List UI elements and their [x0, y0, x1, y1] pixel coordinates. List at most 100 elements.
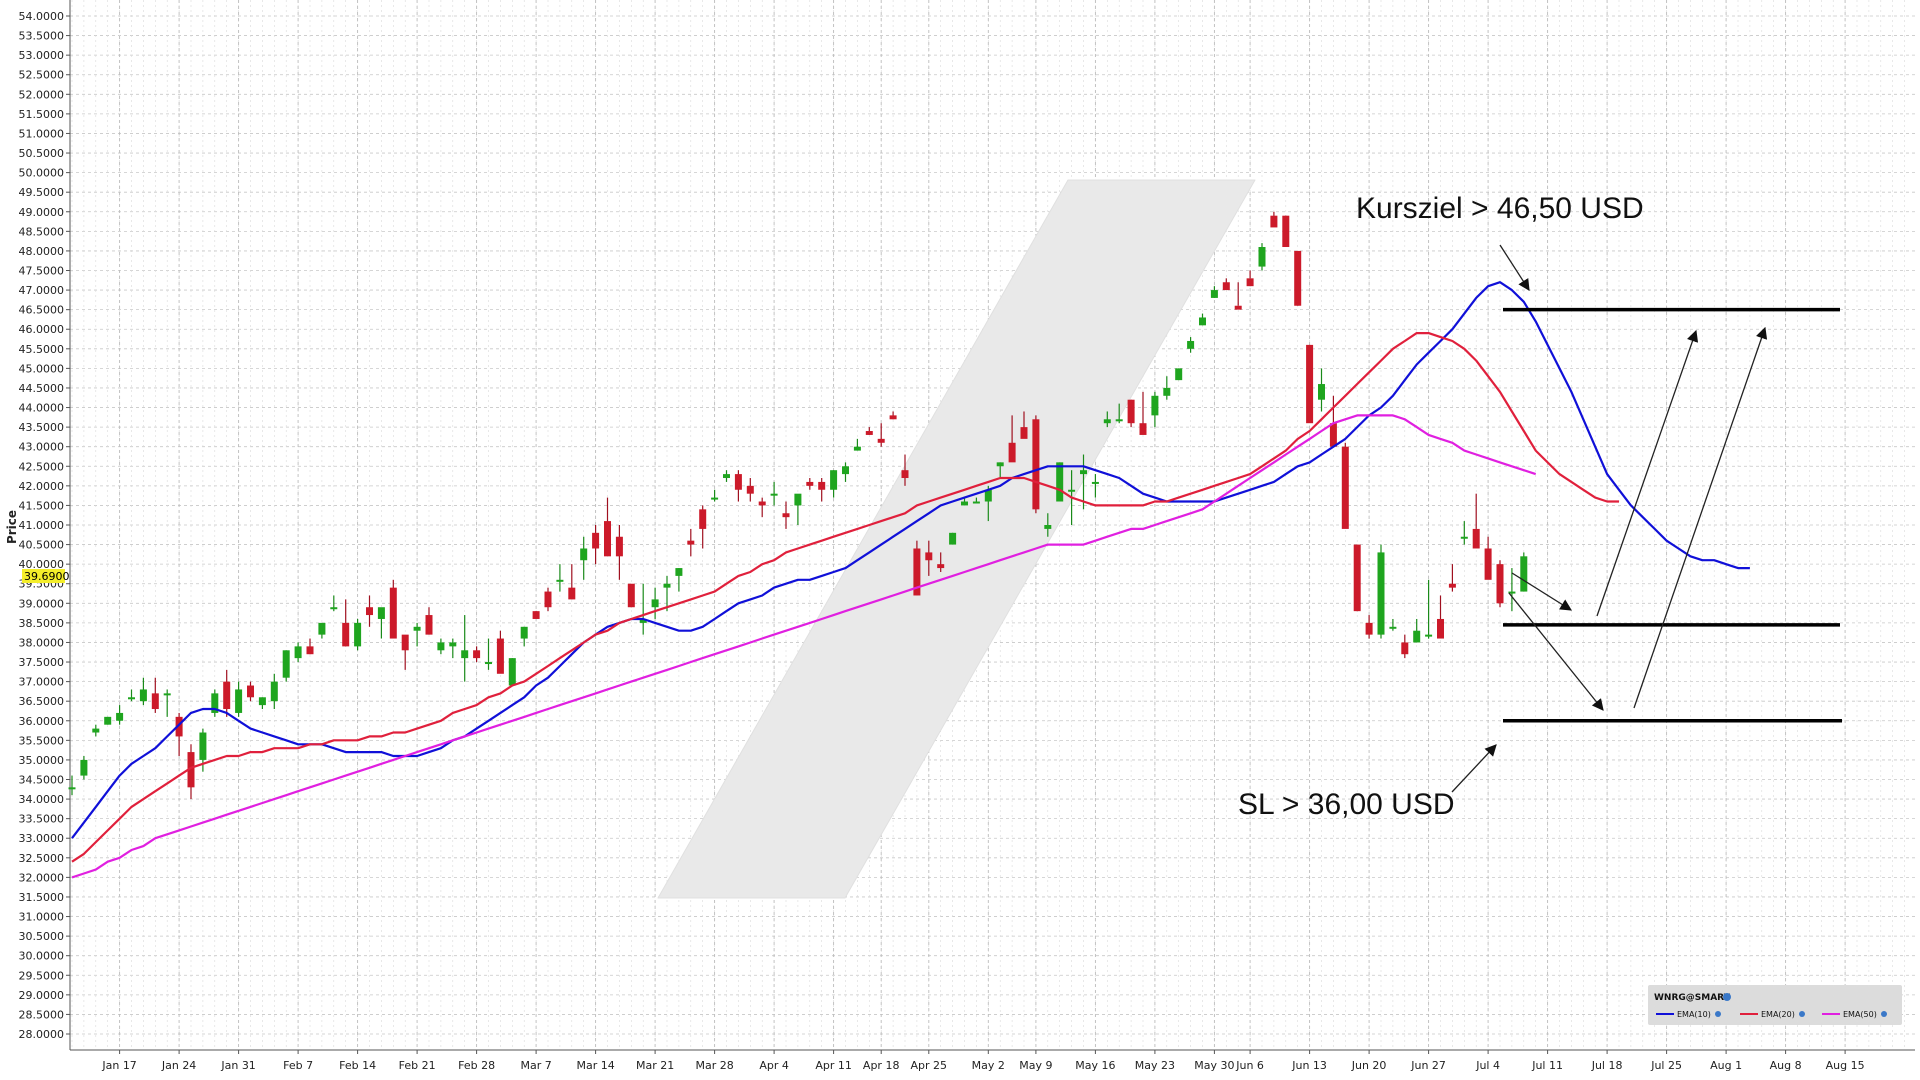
- candle: [1377, 544, 1385, 639]
- candle: [1484, 536, 1492, 580]
- candle: [604, 497, 611, 557]
- annotation-arrow: [1633, 326, 1768, 709]
- candle: [1222, 278, 1230, 291]
- y-tick-label: 28.0000: [19, 1028, 65, 1041]
- target-annotation: Kursziel > 46,50 USD: [1356, 192, 1644, 225]
- candles: [68, 211, 1528, 800]
- candle: [449, 638, 457, 659]
- candle: [830, 470, 838, 498]
- y-tick-label: 37.5000: [19, 656, 65, 669]
- candle: [818, 478, 826, 502]
- candle: [1234, 282, 1242, 310]
- y-tick-label: 38.5000: [19, 617, 65, 630]
- y-tick-label: 35.5000: [19, 734, 65, 747]
- x-tick-label: Feb 28: [458, 1059, 495, 1072]
- legend: WNRG@SMART EMA(10) EMA(20) EMA(50): [1648, 985, 1902, 1025]
- candle: [544, 587, 552, 612]
- ema-line: [71, 414, 1537, 879]
- candle: [247, 681, 254, 702]
- candle: [520, 626, 528, 647]
- y-tick-label: 47.5000: [19, 265, 65, 278]
- candle: [580, 536, 588, 580]
- annotation-arrow: [1451, 744, 1497, 793]
- candle: [949, 532, 957, 545]
- candle: [366, 595, 373, 627]
- candle: [1341, 442, 1349, 529]
- x-tick-label: May 9: [1019, 1059, 1052, 1072]
- ema-line: [71, 332, 1619, 863]
- x-tick-label: Apr 25: [911, 1059, 948, 1072]
- candle: [425, 607, 433, 635]
- globe-icon[interactable]: [1723, 993, 1731, 1001]
- x-tick-label: Apr 11: [815, 1059, 852, 1072]
- y-tick-label: 41.5000: [19, 499, 65, 512]
- candle: [151, 677, 159, 713]
- candle: [913, 540, 921, 596]
- candle: [1353, 544, 1361, 612]
- candle: [223, 669, 231, 717]
- candle: [1472, 493, 1480, 549]
- y-tick-label: 51.5000: [19, 108, 65, 121]
- ema-line: [71, 281, 1750, 839]
- candle: [354, 618, 362, 651]
- candle: [1032, 415, 1040, 514]
- y-tick-label: 50.5000: [19, 147, 65, 160]
- y-tick-label: 46.0000: [19, 323, 65, 336]
- visibility-icon[interactable]: [1881, 1011, 1887, 1017]
- candle: [1425, 579, 1433, 639]
- legend-title: WNRG@SMART: [1654, 993, 1731, 1003]
- x-tick-label: Jul 4: [1475, 1059, 1500, 1072]
- candle: [306, 638, 314, 655]
- candle: [1103, 411, 1111, 428]
- candle: [1508, 568, 1516, 612]
- candle: [556, 564, 564, 592]
- candle: [68, 775, 76, 796]
- candle: [1437, 595, 1444, 639]
- y-tick-label: 35.0000: [19, 754, 65, 767]
- candle: [104, 716, 112, 725]
- x-tick-label: Jan 17: [101, 1059, 136, 1072]
- candle: [996, 462, 1004, 479]
- y-tick-label: 45.5000: [19, 343, 65, 356]
- candle: [972, 497, 980, 504]
- candle: [1210, 286, 1218, 298]
- y-tick-label: 49.5000: [19, 186, 65, 199]
- visibility-icon[interactable]: [1799, 1011, 1805, 1017]
- y-tick-label: 42.5000: [19, 460, 65, 473]
- y-tick-label: 53.5000: [19, 30, 65, 43]
- candle: [211, 689, 219, 717]
- candle: [699, 505, 707, 549]
- candle: [1294, 250, 1302, 306]
- candle: [1163, 376, 1171, 400]
- y-tick-label: 32.5000: [19, 852, 65, 865]
- stop-loss-annotation: SL > 36,00 USD: [1238, 788, 1455, 821]
- candle: [330, 595, 338, 612]
- candle: [711, 489, 719, 502]
- visibility-icon[interactable]: [1715, 1011, 1721, 1017]
- watermark-logo: [657, 179, 1256, 899]
- candle: [1115, 403, 1123, 424]
- candle: [389, 579, 397, 639]
- annotation-arrow: [1499, 244, 1530, 291]
- y-tick-label: 36.5000: [19, 695, 65, 708]
- x-tick-label: Aug 1: [1710, 1059, 1742, 1072]
- candle: [1413, 618, 1421, 643]
- annotation-arrow: [1511, 572, 1572, 611]
- candle: [532, 611, 540, 619]
- y-tick-label: 48.5000: [19, 225, 65, 238]
- candle: [401, 634, 409, 670]
- y-axis-label: Price: [5, 510, 19, 544]
- candle: [687, 528, 695, 557]
- candle: [568, 564, 576, 600]
- y-tick-label: 52.5000: [19, 69, 65, 82]
- candle: [961, 497, 968, 506]
- candle: [1246, 270, 1254, 287]
- candle: [592, 525, 600, 565]
- x-tick-label: Feb 21: [399, 1059, 436, 1072]
- level-lines: [1503, 307, 1842, 723]
- y-tick-label: 36.0000: [19, 715, 65, 728]
- legend-label: EMA(50): [1843, 1010, 1877, 1019]
- candle: [1187, 337, 1195, 353]
- x-tick-label: Apr 18: [863, 1059, 900, 1072]
- x-axis: Jan 17 Jan 24 Jan 31 Feb 7 Feb 14 Feb 21 Feb 2…: [70, 1049, 1915, 1072]
